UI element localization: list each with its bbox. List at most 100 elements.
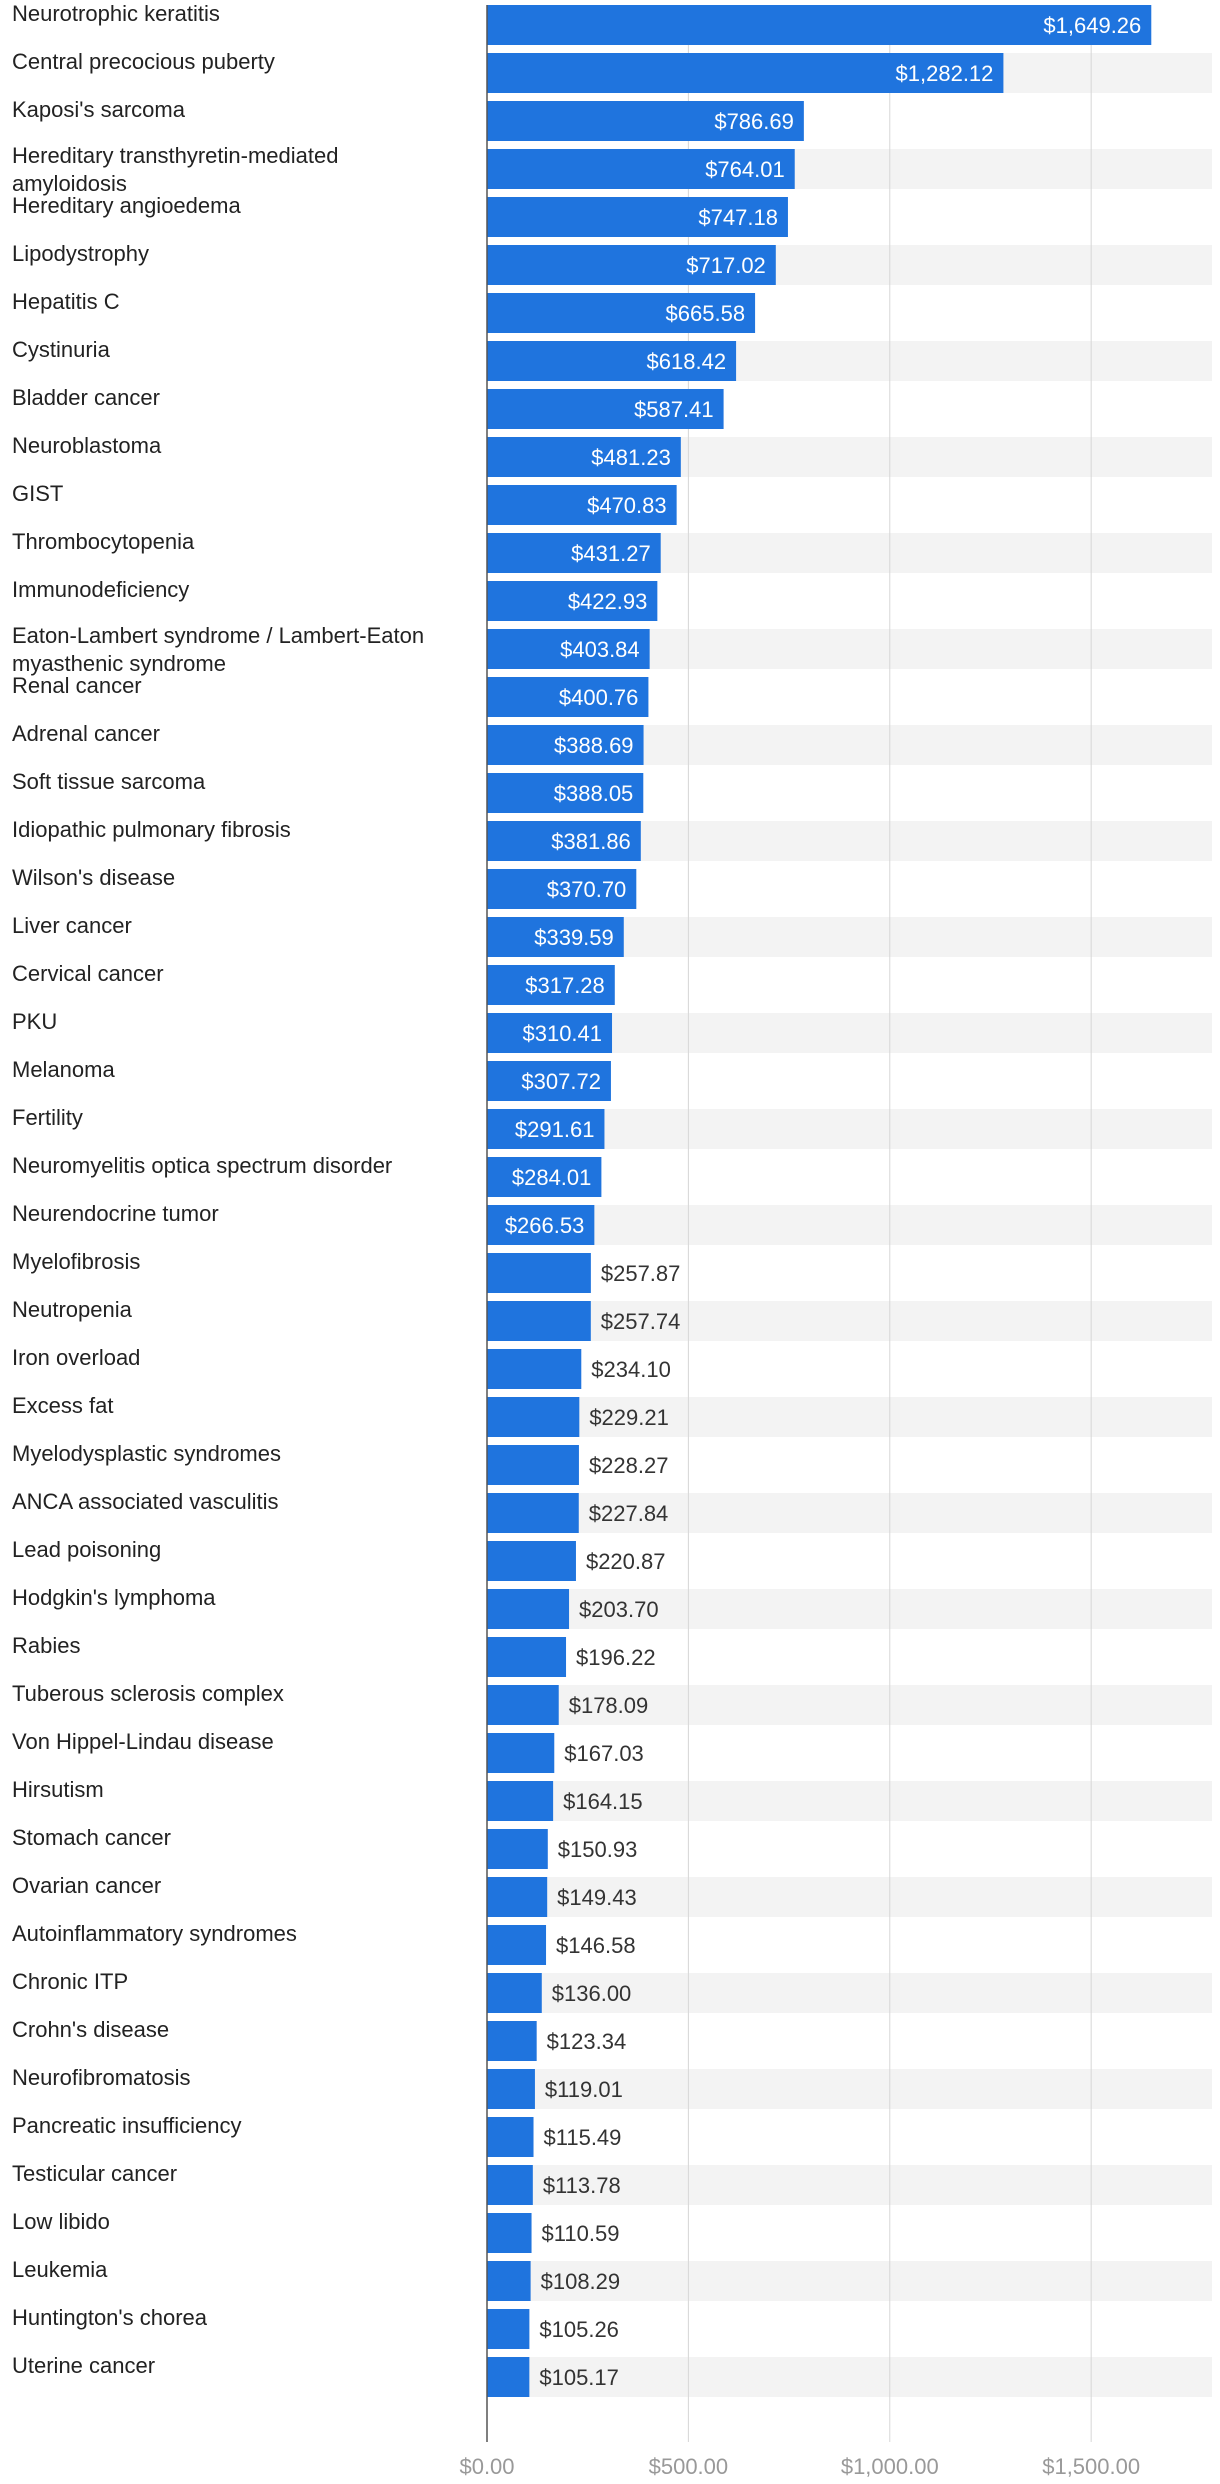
category-label: ANCA associated vasculitis [12,1489,279,1514]
bar [487,2261,531,2301]
category-label: Idiopathic pulmonary fibrosis [12,817,291,842]
category-label: Tuberous sclerosis complex [12,1681,284,1706]
category-label: Melanoma [12,1057,115,1082]
value-label: $481.23 [591,445,671,470]
x-axis-ticks: $0.00 $500.00 $1,000.00 $1,500.00 [459,2454,1140,2479]
bar [487,917,624,957]
value-label: $284.01 [512,1165,592,1190]
category-label: Hereditary angioedema [12,193,241,218]
category-label: Cystinuria [12,337,111,362]
bar [487,869,637,909]
bar [487,1493,579,1533]
category-label: Neuromyelitis optica spectrum disorder [12,1153,392,1178]
category-label: Stomach cancer [12,1825,171,1850]
value-label: $178.09 [569,1693,649,1718]
value-label: $291.61 [515,1117,595,1142]
value-label: $431.27 [571,541,651,566]
category-label: Excess fat [12,1393,113,1418]
value-label: $196.22 [576,1645,656,1670]
bar [487,1013,613,1053]
bar [487,1541,576,1581]
value-label: $123.34 [547,2029,627,2054]
bar [487,1589,570,1629]
category-label: Hepatitis C [12,289,120,314]
value-label: $786.69 [714,109,794,134]
category-label: Low libido [12,2209,110,2234]
value-label: $227.84 [589,1501,669,1526]
value-label: $108.29 [541,2269,621,2294]
category-label: Myelofibrosis [12,1249,140,1274]
bar [487,821,641,861]
bar [487,341,737,381]
value-label: $422.93 [568,589,648,614]
value-label: $228.27 [589,1453,669,1478]
x-tick-label: $1,500.00 [1042,2454,1140,2479]
bar [487,53,1004,93]
value-label: $1,282.12 [896,61,994,86]
bar [487,101,804,141]
value-label: $388.69 [554,733,634,758]
category-label: Adrenal cancer [12,721,160,746]
category-label: Bladder cancer [12,385,160,410]
value-label: $164.15 [563,1789,643,1814]
bar [487,629,650,669]
bar [487,1637,567,1677]
bar [487,1349,582,1389]
value-label: $110.59 [542,2221,620,2246]
bar [487,1301,591,1341]
category-label: Von Hippel-Lindau disease [12,1729,274,1754]
category-label: Thrombocytopenia [12,529,195,554]
row-band [487,1205,1212,1245]
value-label: $470.83 [587,493,667,518]
value-label: $388.05 [554,781,634,806]
bar [487,2357,530,2397]
value-label: $310.41 [522,1021,602,1046]
bar [487,2021,537,2061]
category-label: Pancreatic insufficiency [12,2113,242,2138]
value-label: $717.02 [686,253,766,278]
category-label: Lead poisoning [12,1537,161,1562]
category-label: Lipodystrophy [12,241,149,266]
category-label: Rabies [12,1633,80,1658]
bar [487,1157,602,1197]
bar [487,1685,559,1725]
category-label: Soft tissue sarcoma [12,769,206,794]
bar [487,773,644,813]
value-label: $113.78 [543,2173,621,2198]
bar [487,1109,605,1149]
bar [487,245,776,285]
category-label: Chronic ITP [12,1969,128,1994]
value-label: $257.74 [601,1309,681,1334]
value-label: $403.84 [560,637,640,662]
value-label: $665.58 [666,301,746,326]
category-label: Neutropenia [12,1297,133,1322]
bar [487,1781,554,1821]
bar [487,1829,548,1869]
value-label: $119.01 [545,2077,623,2102]
category-labels: Neurotrophic keratitis Central precocious… [12,1,424,2378]
value-label: $339.59 [534,925,614,950]
value-label: $317.28 [525,973,605,998]
bar [487,1445,579,1485]
category-label: Myelodysplastic syndromes [12,1441,281,1466]
category-label: Ovarian cancer [12,1873,161,1898]
category-label: Leukemia [12,2257,108,2282]
bar [487,1061,611,1101]
bar [487,1877,548,1917]
value-label: $307.72 [521,1069,601,1094]
bars [487,5,1152,2397]
value-label: $257.87 [601,1261,681,1286]
bar [487,2069,535,2109]
category-label: Neurofibromatosis [12,2065,191,2090]
value-label: $229.21 [589,1405,669,1430]
value-label: $266.53 [505,1213,585,1238]
bar [487,2213,532,2253]
value-label: $167.03 [564,1741,644,1766]
category-label: Neuroblastoma [12,433,162,458]
row-band [487,1301,1212,1341]
category-label: Iron overload [12,1345,140,1370]
bar [487,533,661,573]
bar [487,485,677,525]
value-label: $1,649.26 [1043,13,1141,38]
